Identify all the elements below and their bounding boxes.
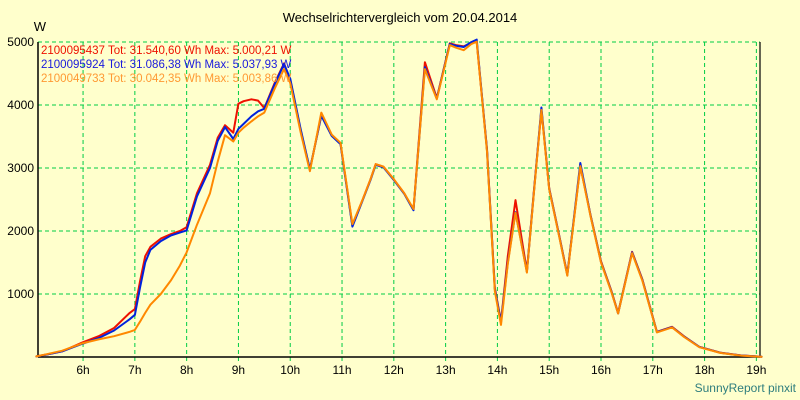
- chart-title: Wechselrichtervergleich vom 20.04.2014: [282, 10, 518, 25]
- y-tick-label-5000: 5000: [7, 35, 34, 49]
- x-tick-label-9h: 9h: [231, 363, 246, 377]
- y-tick-label-3000: 3000: [7, 161, 34, 175]
- legend-item-inverter-2: 2100095924 Tot: 31.086,38 Wh Max: 5.037,…: [41, 59, 292, 71]
- y-tick-label-2000: 2000: [7, 224, 34, 238]
- x-tick-label-6h: 6h: [76, 363, 90, 377]
- y-axis-unit-label: W: [33, 19, 46, 34]
- x-tick-label-16h: 16h: [590, 363, 611, 377]
- x-tick-label-15h: 15h: [539, 363, 560, 377]
- x-tick-label-8h: 8h: [179, 363, 194, 377]
- x-tick-label-12h: 12h: [383, 363, 404, 377]
- legend-item-inverter-1: 2100095437 Tot: 31.540,60 Wh Max: 5.000,…: [41, 45, 292, 57]
- x-tick-label-13h: 13h: [435, 363, 456, 377]
- x-tick-label-17h: 17h: [642, 363, 663, 377]
- y-tick-label-4000: 4000: [7, 98, 34, 112]
- y-tick-label-1000: 1000: [7, 287, 34, 301]
- x-tick-label-10h: 10h: [280, 363, 301, 377]
- x-tick-label-7h: 7h: [128, 363, 142, 377]
- x-tick-label-14h: 14h: [487, 363, 508, 377]
- legend: 2100095437 Tot: 31.540,60 Wh Max: 5.000,…: [41, 44, 291, 86]
- x-tick-label-18h: 18h: [694, 363, 715, 377]
- legend-item-inverter-3: 2100049733 Tot: 30.042,35 Wh Max: 5.003,…: [41, 73, 292, 85]
- series-line-2100049733: [35, 40, 763, 358]
- x-tick-label-19h: 19h: [746, 363, 767, 377]
- footer-credit: SunnyReport pinxit: [694, 381, 796, 395]
- x-tick-label-11h: 11h: [332, 363, 352, 377]
